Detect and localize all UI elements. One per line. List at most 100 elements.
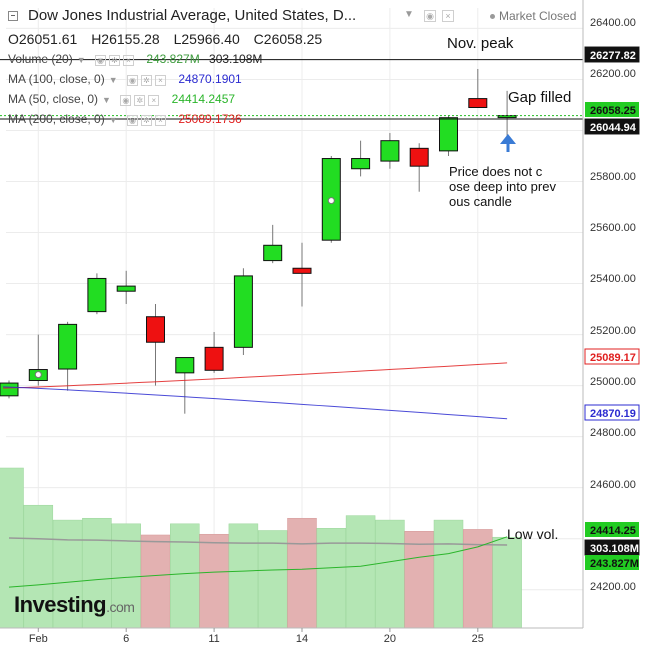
price-tag-box <box>585 522 639 537</box>
indicator-label: MA (50, close, 0) <box>8 92 99 106</box>
candle-body <box>204 346 224 371</box>
low-value: L25966.40 <box>173 31 240 47</box>
settings-icon[interactable]: ◉ <box>424 10 436 22</box>
ma50-line <box>8 536 508 588</box>
candle-body <box>175 357 195 374</box>
price-tag-box-dark <box>585 540 639 555</box>
price-tag-box <box>585 555 639 570</box>
volume-bar <box>287 517 317 629</box>
x-axis: Feb 6 11 14 20 25 <box>29 628 484 645</box>
volume-bar <box>404 531 434 629</box>
chevron-down-icon[interactable]: ▼ <box>108 115 118 125</box>
chevron-down-icon[interactable]: ▼ <box>108 75 118 85</box>
indicator-value: 24414.2457 <box>171 92 236 106</box>
visibility-icon[interactable]: ◉ <box>94 55 106 67</box>
price-tag-label: 26058.25 <box>590 105 636 117</box>
price-tag-label: 25000.00 <box>590 376 636 388</box>
annotation-note-line: ous candle <box>449 194 512 209</box>
volume-bar <box>23 504 54 629</box>
moving-average-line <box>2 386 508 420</box>
market-status-text: Market Closed <box>499 9 577 23</box>
price-tag-label: 26400.00 <box>590 17 636 29</box>
price-tag-label: 25089.17 <box>590 352 636 364</box>
x-tick-label: 20 <box>384 633 396 645</box>
annotation-low-vol: Low vol. <box>507 526 558 542</box>
indicator-ma100[interactable]: MA (100, close, 0) ▼ ◉ ✲ × 24870.1901 <box>8 72 242 87</box>
status-dot-icon <box>490 14 495 20</box>
price-candles <box>0 68 517 414</box>
indicator-value: 243.827M <box>146 52 200 66</box>
volume-bar <box>199 533 229 629</box>
price-tag-label: 25200.00 <box>590 325 636 337</box>
close-icon[interactable]: × <box>148 95 160 107</box>
ohlc-row: O26051.61 H26155.28 L25966.40 C26058.25 <box>8 31 332 47</box>
candle-body <box>497 115 517 119</box>
price-tag-box <box>584 348 640 365</box>
open-value: O26051.61 <box>8 31 78 47</box>
settings-icon[interactable]: ✲ <box>140 115 152 127</box>
candle-body <box>58 323 78 370</box>
price-tag-label: 24870.19 <box>590 408 636 420</box>
close-icon[interactable]: × <box>122 55 134 67</box>
indicator-ma200[interactable]: MA (200, close, 0) ▼ ◉ ✲ × 25089.1736 <box>8 112 242 127</box>
price-tag-label: 303.108M <box>590 543 639 555</box>
volume-bar <box>492 536 522 629</box>
candle-body <box>439 117 458 152</box>
candle-body <box>351 158 371 170</box>
indicator-value: 25089.1736 <box>178 112 242 126</box>
candle-body <box>233 275 253 348</box>
price-tag-box <box>584 404 640 421</box>
annotation-note-line: ose deep into prev <box>449 179 556 194</box>
volume-bars <box>0 467 522 629</box>
chart-header: Dow Jones Industrial Average, United Sta… <box>0 0 583 32</box>
candle-body <box>380 140 400 162</box>
settings-icon[interactable]: ✲ <box>134 95 146 107</box>
visibility-icon[interactable]: ◉ <box>126 75 138 87</box>
indicator-volume[interactable]: Volume (20) ▼ ◉ ✲ × 243.827M 303.108M <box>8 52 262 67</box>
candle-body <box>146 316 165 343</box>
volume-bar <box>257 530 288 629</box>
close-icon[interactable]: × <box>154 75 166 87</box>
event-marker <box>327 197 335 205</box>
investing-logo: Investing.com <box>14 592 135 617</box>
indicator-label: Volume (20) <box>8 52 73 66</box>
price-tag-box-dark <box>585 47 639 62</box>
candle-body <box>116 285 136 292</box>
annotation-note-line: Price does not c <box>449 164 543 179</box>
indicator-label: MA (100, close, 0) <box>8 72 105 86</box>
indicator-label: MA (200, close, 0) <box>8 112 105 126</box>
chevron-down-icon[interactable]: ▼ <box>102 95 111 105</box>
price-tag-label: 24600.00 <box>590 479 636 491</box>
settings-icon[interactable]: ✲ <box>108 55 120 67</box>
close-icon[interactable]: × <box>442 10 454 22</box>
chevron-down-icon[interactable]: ▼ <box>76 55 86 65</box>
moving-averages <box>2 362 508 420</box>
chevron-down-icon[interactable]: ▼ <box>404 9 414 20</box>
volume-bar <box>463 529 493 629</box>
x-tick-label: 25 <box>472 633 484 645</box>
x-tick-label: 14 <box>296 633 308 645</box>
volume-ma-line <box>8 537 508 546</box>
price-tag-label: 24414.25 <box>590 525 636 537</box>
settings-icon[interactable]: ✲ <box>140 75 152 87</box>
volume-bar <box>170 523 200 629</box>
close-icon[interactable]: × <box>154 115 166 127</box>
volume-bar <box>316 528 347 629</box>
visibility-icon[interactable]: ◉ <box>120 95 132 107</box>
indicator-ma50[interactable]: MA (50, close, 0) ▼ ◉ ✲ × 24414.2457 <box>8 92 235 107</box>
price-tag-label: 25800.00 <box>590 171 636 183</box>
arrow-head-icon <box>500 134 516 144</box>
price-tag-label: 24200.00 <box>590 581 636 593</box>
price-tag-label: 26277.82 <box>590 50 636 62</box>
candle-body <box>292 267 312 274</box>
volume-bar <box>228 523 259 629</box>
candle-body <box>409 147 429 167</box>
collapse-icon[interactable] <box>8 11 18 21</box>
price-tag-label: 243.827M <box>590 558 639 570</box>
chart-title: Dow Jones Industrial Average, United Sta… <box>28 7 357 24</box>
price-tag-label: 25400.00 <box>590 273 636 285</box>
volume-bar <box>375 519 405 629</box>
visibility-icon[interactable]: ◉ <box>126 115 138 127</box>
candle-body <box>263 244 283 262</box>
